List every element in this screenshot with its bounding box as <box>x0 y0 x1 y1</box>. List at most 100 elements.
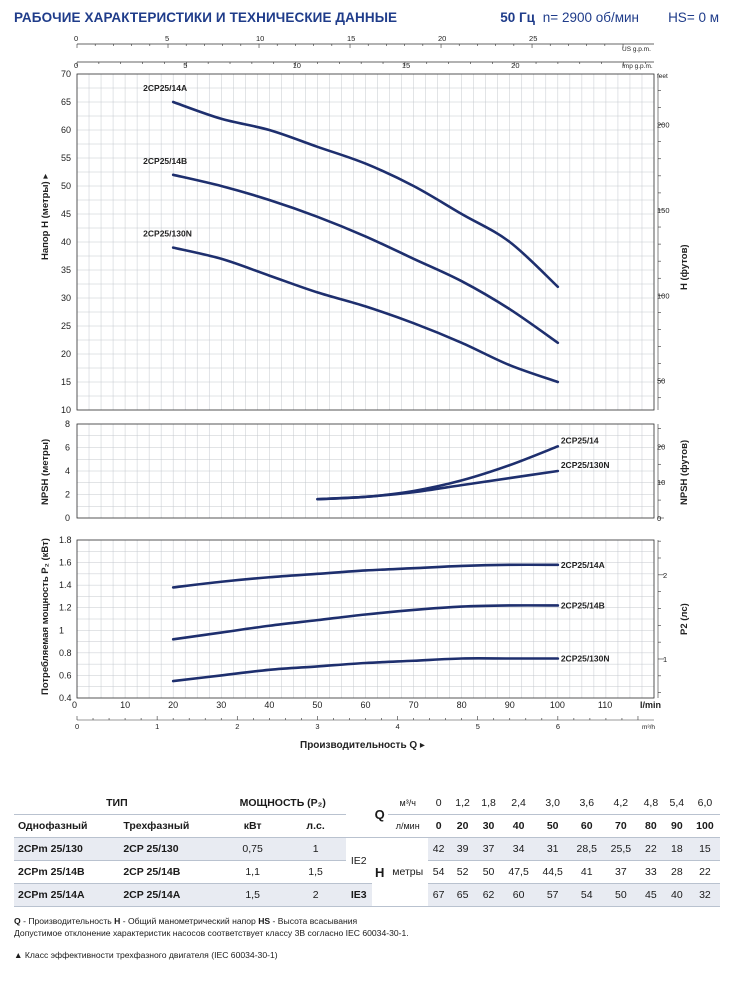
empty-header <box>345 792 372 838</box>
x-tick-label: 80 <box>457 700 467 710</box>
model-three: 2CP 25/130 <box>119 837 220 861</box>
power-curve <box>171 604 560 641</box>
power-curve <box>171 657 560 683</box>
h-cell: 39 <box>449 837 476 861</box>
h-cell: 33 <box>637 860 664 884</box>
h-cell: 25,5 <box>603 837 638 861</box>
npsh-y-tick-label: 0 <box>65 513 70 523</box>
col-kw: кВт <box>219 814 286 838</box>
q-m3-cell: 4,8 <box>637 792 664 815</box>
power-kw: 1,5 <box>219 883 286 907</box>
h-cell: 67 <box>427 883 450 907</box>
head-curve <box>171 246 560 384</box>
head-y-tick-label: 15 <box>61 377 71 387</box>
h-cell: 28 <box>663 860 690 884</box>
hs-label: HS= 0 м <box>668 10 719 25</box>
q-lmin-cell: 50 <box>535 814 570 838</box>
h-cell: 22 <box>689 860 720 884</box>
head-y-tick-label: 55 <box>61 153 71 163</box>
q-m3-cell: 3,6 <box>569 792 604 815</box>
m3h-tick-label: 2 <box>235 722 239 731</box>
x-tick-label: 0 <box>72 700 77 710</box>
q-lmin-cell: 40 <box>501 814 536 838</box>
head-y-tick-label: 10 <box>61 405 71 415</box>
x-tick-label: 100 <box>550 700 565 710</box>
m3h-tick-label: 1 <box>155 722 159 731</box>
imp-gpm-tick-label: 10 <box>293 61 301 70</box>
head-y-tick-label: 30 <box>61 293 71 303</box>
q-unit-m3: м³/ч <box>387 792 428 815</box>
h-cell: 54 <box>569 883 604 907</box>
plot-frame <box>76 539 655 699</box>
npsh-y-tick-label: 4 <box>65 466 70 476</box>
tolerance-note: Допустимое отклонение характеристик насо… <box>14 928 409 938</box>
head-curve <box>171 100 560 289</box>
feet-tick-label: 50 <box>657 377 665 386</box>
table-row: 2CPm 25/130 2CP 25/130 0,75 1 IE2 H метр… <box>14 837 720 907</box>
feet-tick-label: 100 <box>657 291 670 300</box>
npsh-y-label: NPSH (метры) <box>40 439 51 505</box>
q-m3-cell: 0 <box>427 792 450 815</box>
head-curve-label: 2CP25/14B <box>143 156 187 166</box>
h-cell: 50 <box>475 860 502 884</box>
h-cell: 18 <box>663 837 690 861</box>
h-cell: 40 <box>663 883 690 907</box>
q-lmin-cell: 90 <box>663 814 690 838</box>
us-gpm-tick-label: 15 <box>347 34 355 43</box>
plot-frame <box>76 423 655 519</box>
q-lmin-cell: 70 <box>603 814 638 838</box>
power-curve-label: 2CP25/14B <box>561 600 605 610</box>
npsh-y-tick-label: 6 <box>65 443 70 453</box>
hp-tick-label: 1 <box>663 655 667 664</box>
h-cell: 54 <box>427 860 450 884</box>
x-tick-label: 50 <box>312 700 322 710</box>
h-cell: 45 <box>637 883 664 907</box>
q-lmin-cell: 0 <box>427 814 450 838</box>
model-single: 2CPm 25/130 <box>14 837 120 861</box>
h-cell: 15 <box>689 837 720 861</box>
plot-frame <box>76 73 655 411</box>
us-gpm-tick-label: 20 <box>438 34 446 43</box>
head-y-tick-label: 35 <box>61 265 71 275</box>
imp-gpm-tick-label: 20 <box>511 61 519 70</box>
q-m3-cell: 1,2 <box>449 792 476 815</box>
q-lmin-cell: 80 <box>637 814 664 838</box>
col-three: Трехфазный <box>119 814 220 838</box>
h-cell: 37 <box>475 837 502 861</box>
legend-note: Q - Производительность H - Общий маномет… <box>14 916 358 926</box>
head-y-tick-label: 70 <box>61 69 71 79</box>
q-m3-cell: 3,0 <box>535 792 570 815</box>
h-cell: 32 <box>689 883 720 907</box>
npsh-y-right-label: NPSH (футов) <box>679 440 690 505</box>
power-kw: 1,1 <box>219 860 286 884</box>
power-y-tick-label: 1.4 <box>59 580 72 590</box>
us-gpm-tick-label: 0 <box>74 34 78 43</box>
power-curve <box>171 563 560 589</box>
h-cell: 47,5 <box>501 860 536 884</box>
power-y-tick-label: 0.8 <box>59 648 72 658</box>
ie-class-cell: IE3 <box>345 883 372 907</box>
head-y-tick-label: 40 <box>61 237 71 247</box>
q-m3-cell: 2,4 <box>501 792 536 815</box>
spec-table: ТИП МОЩНОСТЬ (P₂) Q м³/ч 0 1,2 1,8 2,4 3… <box>14 792 720 907</box>
feet-tick-label: 200 <box>657 121 670 130</box>
q-m3-cell: 6,0 <box>689 792 720 815</box>
h-unit: метры <box>387 837 428 907</box>
imp-gpm-tick-label: 5 <box>183 61 187 70</box>
m3h-tick-label: 0 <box>75 722 79 731</box>
imp-gpm-tick-label: 0 <box>74 61 78 70</box>
h-cell: 65 <box>449 883 476 907</box>
power-curve-label: 2CP25/14A <box>561 560 605 570</box>
model-single: 2CPm 25/14A <box>14 883 120 907</box>
head-y-tick-label: 60 <box>61 125 71 135</box>
q-lmin-cell: 30 <box>475 814 502 838</box>
x-tick-label: 20 <box>168 700 178 710</box>
h-cell: 34 <box>501 837 536 861</box>
power-hp: 2 <box>285 883 346 907</box>
us-gpm-unit: US g.p.m. <box>622 46 651 53</box>
table-header-row-1: ТИП МОЩНОСТЬ (P₂) Q м³/ч 0 1,2 1,8 2,4 3… <box>14 792 720 838</box>
power-y-tick-label: 1.8 <box>59 535 72 545</box>
col-hp: л.с. <box>285 814 346 838</box>
x-tick-label: 30 <box>216 700 226 710</box>
